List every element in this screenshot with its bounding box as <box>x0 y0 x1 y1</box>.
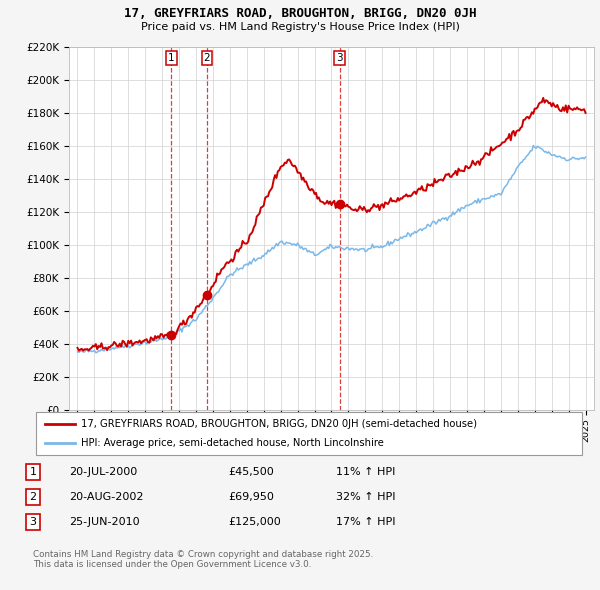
Text: 1: 1 <box>168 53 175 63</box>
Text: 2: 2 <box>29 492 37 502</box>
Text: 17, GREYFRIARS ROAD, BROUGHTON, BRIGG, DN20 0JH (semi-detached house): 17, GREYFRIARS ROAD, BROUGHTON, BRIGG, D… <box>81 419 477 429</box>
Text: 2: 2 <box>203 53 210 63</box>
Text: 25-JUN-2010: 25-JUN-2010 <box>69 517 140 527</box>
Text: 17, GREYFRIARS ROAD, BROUGHTON, BRIGG, DN20 0JH: 17, GREYFRIARS ROAD, BROUGHTON, BRIGG, D… <box>124 7 476 20</box>
Text: 20-JUL-2000: 20-JUL-2000 <box>69 467 137 477</box>
Text: 3: 3 <box>29 517 37 527</box>
Text: 1: 1 <box>29 467 37 477</box>
Text: Price paid vs. HM Land Registry's House Price Index (HPI): Price paid vs. HM Land Registry's House … <box>140 22 460 32</box>
Text: 3: 3 <box>337 53 343 63</box>
Text: 32% ↑ HPI: 32% ↑ HPI <box>336 492 395 502</box>
Text: £69,950: £69,950 <box>228 492 274 502</box>
Text: £125,000: £125,000 <box>228 517 281 527</box>
Text: 11% ↑ HPI: 11% ↑ HPI <box>336 467 395 477</box>
Text: £45,500: £45,500 <box>228 467 274 477</box>
Text: HPI: Average price, semi-detached house, North Lincolnshire: HPI: Average price, semi-detached house,… <box>81 438 384 448</box>
Text: Contains HM Land Registry data © Crown copyright and database right 2025.
This d: Contains HM Land Registry data © Crown c… <box>33 550 373 569</box>
Text: 20-AUG-2002: 20-AUG-2002 <box>69 492 143 502</box>
Text: 17% ↑ HPI: 17% ↑ HPI <box>336 517 395 527</box>
